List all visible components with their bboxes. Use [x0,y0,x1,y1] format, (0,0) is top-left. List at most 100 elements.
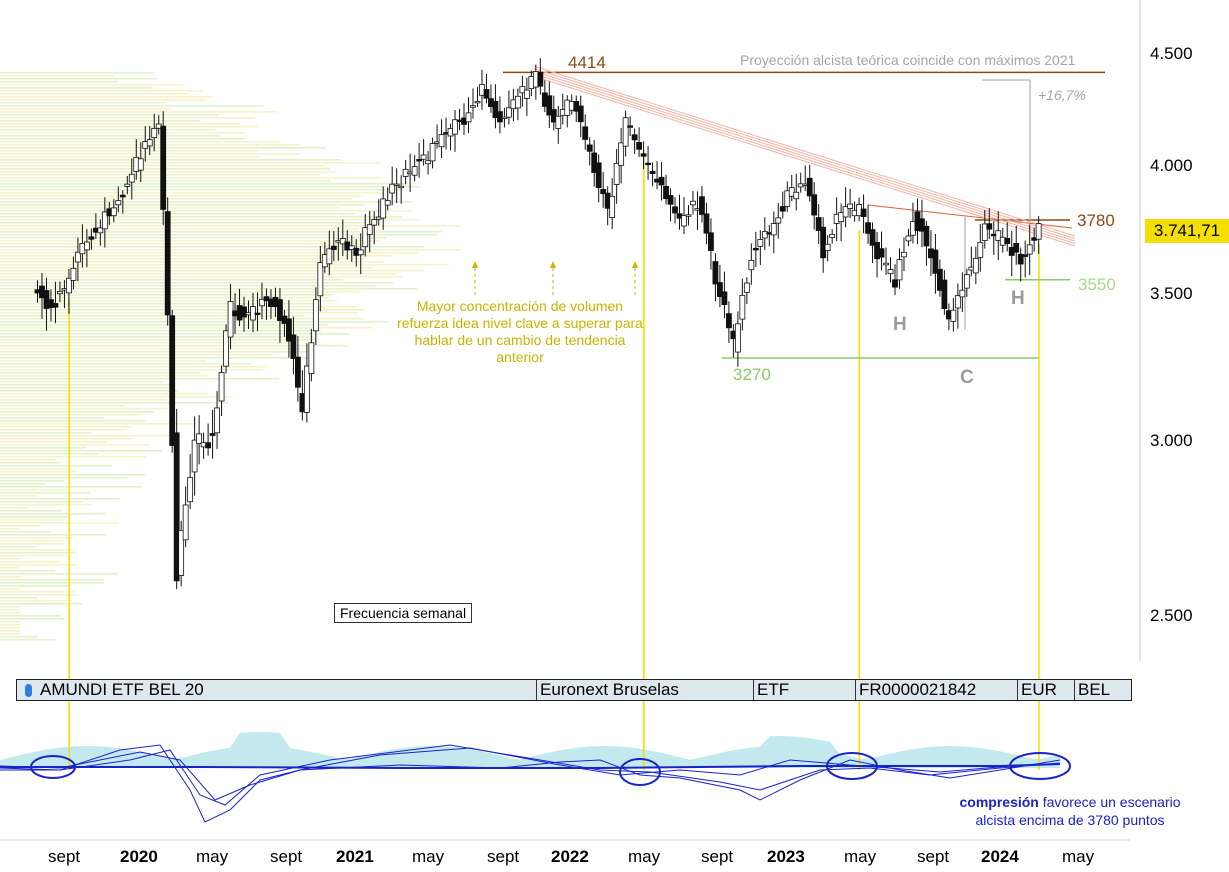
candle-body [474,101,481,104]
volume-profile-bar [0,261,384,263]
candle-body [537,72,544,87]
volume-profile-bar [0,375,208,377]
volume-profile-bar [0,273,397,275]
candle-body [883,262,889,266]
candle-body [330,245,337,250]
candle-body [523,89,530,99]
volume-profile-bar [0,150,258,152]
candle-body [667,195,674,205]
volume-profile-bar [0,237,387,239]
candle-body [259,298,265,307]
candle-body [932,249,939,274]
volume-profile-bar [0,471,76,473]
volume-profile-bar [0,465,113,467]
y-tick-label: 4.500 [1150,44,1193,63]
compression-note-bold: compresión [959,794,1039,810]
candle-body [254,312,261,315]
compression-note: compresión favorece un escenario alcista… [925,793,1215,829]
candle-body [178,529,185,576]
candle-body [919,218,925,232]
volume-profile [0,72,462,641]
oscillator-lines [0,744,1061,823]
volume-profile-bar [0,132,247,134]
candle-body [411,166,418,176]
volume-profile-bar [0,585,71,587]
volume-profile-bar [0,279,343,281]
volume-profile-bar [0,459,58,461]
candle-body [887,269,894,275]
volume-profile-bar [0,222,367,224]
volume-profile-bar [0,369,263,371]
volume-profile-bar [0,618,65,620]
volume-profile-bar [0,105,264,107]
candle-body [896,259,903,281]
volume-profile-bar [0,129,217,131]
x-tick-label: 2020 [120,847,158,866]
volume-profile-bar [0,390,179,392]
volume-profile-bar [0,444,150,446]
candle-body [1022,254,1029,257]
volume-profile-bar [0,540,64,542]
candle-body [784,190,791,207]
instrument-isin: FR0000021842 [855,680,976,700]
volume-profile-bar [0,93,189,95]
volume-profile-bar [0,288,418,290]
volume-profile-bar [0,510,62,512]
volume-profile-bar [0,378,280,380]
x-tick-label: 2024 [981,847,1019,866]
candle-body [1035,223,1042,240]
y-tick-label: 2.500 [1150,606,1193,625]
volume-profile-bar [0,564,79,566]
candle-body [954,295,961,309]
oscillator-band [0,732,1060,768]
volume-profile-bar [0,567,20,569]
candlesticks [34,58,1042,590]
volume-profile-bar [0,570,56,572]
level-label-3270: 3270 [733,365,771,384]
volume-profile-bar [0,360,207,362]
volume-profile-bar [0,348,303,350]
candle-body [371,219,378,226]
volume-profile-bar [0,495,38,497]
volume-profile-bar [0,606,20,608]
volume-profile-bar [0,522,119,524]
volume-profile-bar [0,111,277,113]
downtrend-line [532,75,1076,247]
instrument-currency: EUR [1017,680,1057,700]
level-label-3550: 3550 [1078,275,1116,294]
volume-profile-bar [0,477,128,479]
candle-body [160,125,167,210]
last-price-tag: 3.741,71 [1145,219,1229,243]
candle-body [164,211,171,316]
volume-profile-bar [0,546,36,548]
candle-body [214,407,220,434]
volume-profile-bar [0,159,341,161]
candle-body [173,432,180,582]
volume-profile-bar [0,207,339,209]
candle-body [972,258,979,274]
volume-profile-bar [0,513,106,515]
candle-body [672,206,678,214]
x-tick-label: sept [701,847,734,866]
volume-profile-bar [0,246,425,248]
volume-profile-bar [0,267,373,269]
candle-body [52,303,59,308]
oscillator-area [0,732,1060,768]
volume-profile-bar [0,582,105,584]
candle-body [312,299,319,332]
instrument-marker-icon [25,684,32,697]
volume-profile-bar [0,321,388,323]
volume-profile-bar [0,336,315,338]
candle-body [1026,244,1033,255]
candle-body [438,134,445,148]
volume-profile-bar [0,192,385,194]
volume-profile-bar [0,384,175,386]
volume-profile-bar [0,84,185,86]
volume-profile-bar [0,303,314,305]
candle-body [209,433,216,436]
volume-profile-bar [0,462,61,464]
candle-body [124,183,131,187]
volume-profile-bar [0,420,147,422]
volume-arrow-head [550,261,556,268]
volume-profile-bar [0,297,330,299]
